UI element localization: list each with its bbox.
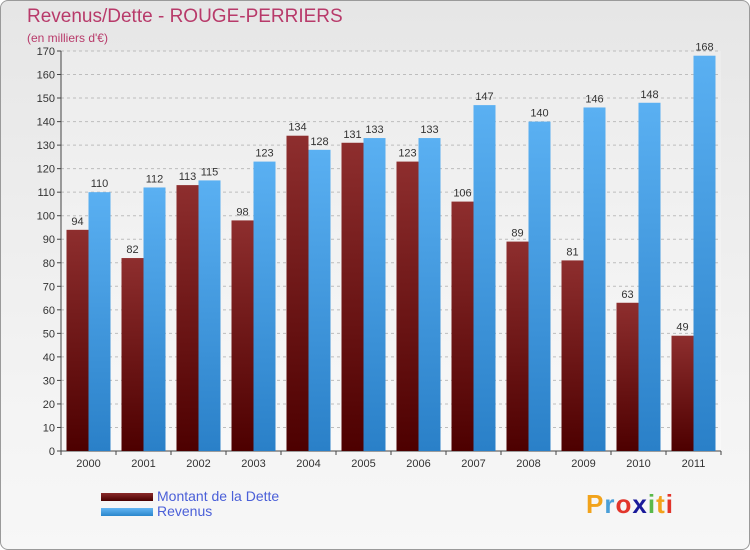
logo-letter: t [656,489,666,519]
y-tick-label: 10 [43,422,55,434]
bar-revenue [638,102,661,451]
x-tick-label: 2004 [296,458,320,470]
data-label-revenue: 128 [310,136,328,148]
logo-letter: i [665,489,674,519]
bar-debt [231,220,254,451]
logo-letter: r [604,489,616,519]
y-tick-label: 120 [37,164,55,176]
chart-subtitle: (en milliers d'€) [27,31,108,45]
data-label-debt: 81 [566,246,578,258]
y-tick-label: 60 [43,305,55,317]
data-label-revenue: 147 [475,91,493,103]
x-tick-label: 2005 [351,458,375,470]
bar-revenue [583,107,606,452]
data-label-debt: 106 [453,188,471,200]
y-tick-label: 110 [37,187,55,199]
logo-letter: o [615,489,633,519]
legend-swatch-revenue [101,508,153,516]
bar-debt [341,142,364,451]
data-label-revenue: 115 [201,166,219,178]
plot-area [61,51,721,451]
bar-revenue [418,138,441,451]
y-tick-label: 130 [37,140,55,152]
legend-label-revenue: Revenus [157,503,213,519]
x-tick-label: 2002 [186,458,210,470]
data-label-debt: 49 [676,322,688,334]
bar-revenue [363,138,386,451]
bar-debt [286,135,309,452]
data-label-debt: 123 [398,148,416,160]
y-tick-label: 80 [43,258,55,270]
data-label-debt: 113 [179,171,197,183]
bar-debt [561,260,584,451]
bar-revenue [473,105,496,451]
data-label-revenue: 110 [91,178,109,190]
bar-debt [616,302,639,451]
bar-revenue [308,149,331,451]
bar-revenue [253,161,276,451]
data-label-revenue: 133 [365,124,383,136]
x-tick-label: 2003 [241,458,265,470]
x-tick-label: 2000 [76,458,100,470]
y-tick-label: 50 [43,328,55,340]
data-label-debt: 82 [126,244,138,256]
data-label-debt: 131 [343,129,361,141]
bar-revenue [143,187,166,451]
x-tick-label: 2006 [406,458,430,470]
legend-swatch-debt [101,493,153,501]
proxiti-logo: Proxiti [586,489,674,520]
y-tick-label: 20 [43,399,55,411]
logo-letter: P [586,489,605,519]
bar-debt [671,335,694,451]
bar-debt [396,161,419,451]
data-label-debt: 94 [71,216,83,228]
x-tick-label: 2008 [516,458,540,470]
y-tick-label: 160 [37,70,55,82]
logo-letter: x [632,489,648,519]
bar-debt [176,185,199,451]
data-label-revenue: 140 [530,108,548,120]
y-tick-label: 0 [49,446,55,458]
y-tick-label: 40 [43,352,55,364]
bar-debt [506,241,529,451]
x-tick-label: 2009 [571,458,595,470]
data-label-revenue: 168 [695,42,713,54]
data-label-revenue: 148 [640,89,658,101]
data-label-debt: 134 [288,122,306,134]
y-tick-label: 150 [37,93,55,105]
bar-revenue [693,55,716,452]
legend-label-debt: Montant de la Dette [157,488,280,504]
bar-revenue [198,180,221,452]
data-label-debt: 98 [236,206,248,218]
data-label-revenue: 146 [585,93,603,105]
data-label-debt: 63 [621,289,633,301]
y-tick-label: 100 [37,211,55,223]
bar-debt [451,201,474,451]
bar-revenue [528,121,551,452]
bar-debt [66,229,89,451]
y-tick-label: 30 [43,375,55,387]
x-tick-label: 2001 [131,458,155,470]
y-tick-label: 90 [43,234,55,246]
bar-revenue [88,192,111,452]
x-tick-label: 2010 [626,458,650,470]
x-tick-label: 2007 [461,458,485,470]
chart-title: Revenus/Dette - ROUGE-PERRIERS [27,6,343,27]
y-tick-label: 70 [43,281,55,293]
data-label-revenue: 123 [255,148,273,160]
x-tick-label: 2011 [682,458,706,470]
data-label-revenue: 112 [146,173,164,185]
bar-debt [121,258,144,451]
data-label-revenue: 133 [420,124,438,136]
logo-letter: i [647,489,657,519]
y-tick-label: 140 [37,117,55,129]
data-label-debt: 89 [511,228,523,240]
y-tick-label: 170 [37,46,55,58]
